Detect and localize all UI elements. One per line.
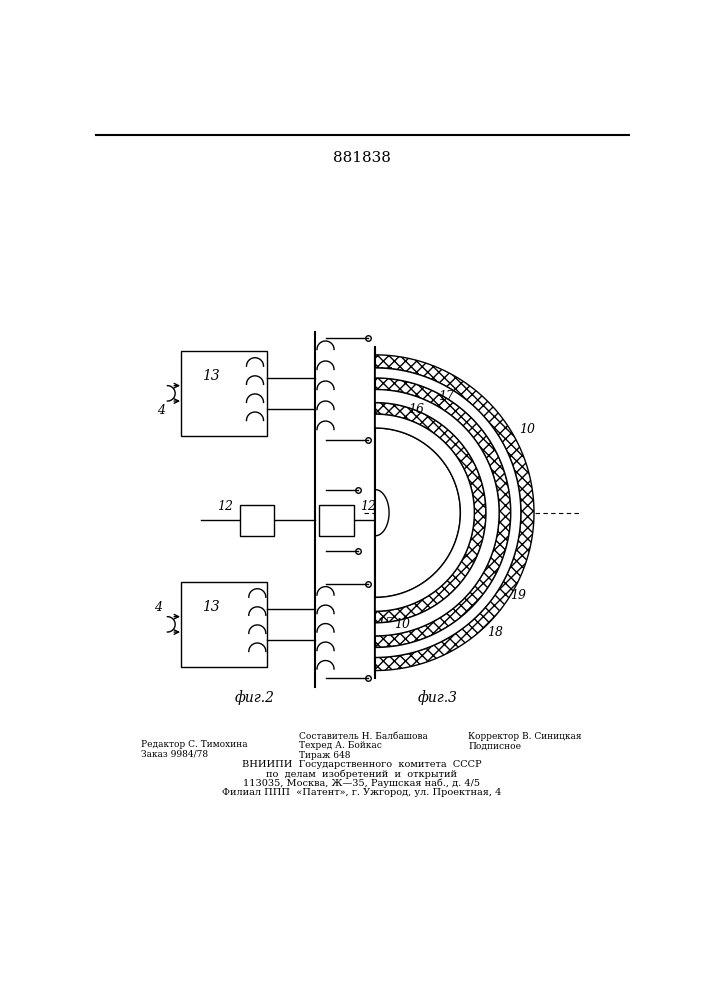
Bar: [182, 351, 267, 436]
Text: 4: 4: [154, 601, 162, 614]
Text: 16: 16: [408, 403, 424, 416]
Text: 19: 19: [510, 589, 527, 602]
Polygon shape: [375, 355, 534, 671]
Text: Составитель Н. Балбашова: Составитель Н. Балбашова: [299, 732, 428, 741]
Text: 10: 10: [395, 618, 410, 631]
Text: фиг.2: фиг.2: [235, 690, 275, 705]
Text: Корректор В. Синицкая: Корректор В. Синицкая: [468, 732, 582, 741]
Bar: [182, 582, 267, 667]
Text: по  делам  изобретений  и  открытий: по делам изобретений и открытий: [267, 769, 457, 779]
Text: Техред А. Бойкас: Техред А. Бойкас: [299, 741, 382, 750]
Bar: [240, 505, 274, 536]
Text: 113035, Москва, Ж—35, Раушская наб., д. 4/5: 113035, Москва, Ж—35, Раушская наб., д. …: [243, 778, 481, 788]
Text: 13: 13: [202, 600, 220, 614]
Text: 10: 10: [519, 423, 535, 436]
Polygon shape: [375, 389, 499, 636]
Text: 13: 13: [202, 369, 220, 383]
Text: Редактор С. Тимохина: Редактор С. Тимохина: [141, 740, 247, 749]
Text: 12: 12: [218, 500, 233, 513]
Text: ВНИИПИ  Государственного  комитета  СССР: ВНИИПИ Государственного комитета СССР: [242, 760, 481, 769]
Text: 14: 14: [376, 367, 394, 381]
Polygon shape: [375, 403, 486, 623]
Text: 12: 12: [361, 500, 376, 513]
Polygon shape: [375, 428, 460, 597]
Polygon shape: [375, 414, 474, 611]
Polygon shape: [375, 378, 510, 647]
Polygon shape: [375, 368, 521, 657]
Text: фиг.3: фиг.3: [417, 690, 457, 705]
Text: Тираж 648: Тираж 648: [299, 751, 351, 760]
Bar: [320, 505, 354, 536]
Text: 881838: 881838: [333, 151, 391, 165]
Text: Подписное: Подписное: [468, 741, 521, 750]
Text: 18: 18: [487, 626, 503, 639]
Text: Заказ 9984/78: Заказ 9984/78: [141, 750, 208, 759]
Text: 4: 4: [157, 404, 165, 417]
Text: 17: 17: [438, 390, 454, 403]
Text: Филиал ППП  «Патент», г. Ужгород, ул. Проектная, 4: Филиал ППП «Патент», г. Ужгород, ул. Про…: [222, 788, 502, 797]
Text: 15: 15: [376, 617, 394, 631]
